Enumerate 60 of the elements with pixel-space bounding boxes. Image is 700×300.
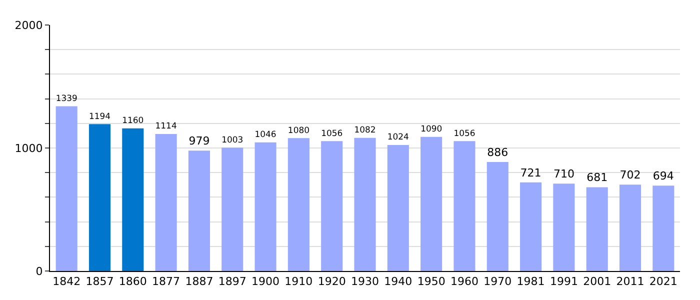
x-tick-label: 2001 bbox=[583, 275, 612, 288]
bar bbox=[188, 150, 210, 271]
bar bbox=[486, 162, 508, 271]
x-tick-label: 2021 bbox=[649, 275, 678, 288]
x-tick-label: 1877 bbox=[152, 275, 180, 288]
x-tick-label: 1960 bbox=[450, 275, 478, 288]
data-label: 702 bbox=[620, 168, 641, 182]
data-label: 1046 bbox=[254, 129, 276, 140]
bar bbox=[88, 124, 111, 271]
data-label: 979 bbox=[188, 134, 210, 148]
data-label: 1003 bbox=[222, 134, 244, 144]
data-label: 681 bbox=[586, 171, 608, 184]
data-label: 1114 bbox=[155, 120, 177, 131]
data-label: 1056 bbox=[454, 128, 476, 138]
data-label: 1082 bbox=[354, 124, 376, 135]
x-tick-label: 1910 bbox=[284, 275, 313, 288]
y-tick-label: 1000 bbox=[14, 142, 43, 155]
x-tick-label: 1981 bbox=[516, 275, 545, 288]
x-tick-label: 1842 bbox=[52, 275, 81, 288]
bar bbox=[619, 184, 642, 271]
x-tick-label: 1860 bbox=[118, 275, 147, 288]
bar bbox=[122, 128, 144, 271]
data-label: 721 bbox=[520, 166, 542, 180]
bar bbox=[520, 182, 542, 271]
data-label: 886 bbox=[487, 146, 508, 160]
x-tick-label: 1857 bbox=[86, 275, 114, 288]
x-tick-label: 1970 bbox=[484, 275, 512, 288]
x-tick-label: 1887 bbox=[185, 275, 214, 288]
data-label: 1160 bbox=[122, 115, 144, 126]
bar bbox=[222, 148, 244, 271]
x-tick-label: 1897 bbox=[218, 275, 246, 288]
data-label: 1090 bbox=[420, 124, 442, 134]
data-label: 694 bbox=[652, 170, 674, 183]
data-label: 1056 bbox=[321, 128, 343, 138]
x-tick-label: 1900 bbox=[252, 275, 280, 288]
bar bbox=[56, 106, 78, 271]
x-tick-label: 1991 bbox=[550, 275, 578, 288]
bar bbox=[155, 134, 177, 271]
bar bbox=[420, 136, 442, 271]
bar bbox=[586, 187, 608, 271]
data-label: 1024 bbox=[387, 132, 409, 142]
data-label: 710 bbox=[553, 168, 574, 181]
data-label: 1339 bbox=[56, 92, 78, 103]
bar bbox=[254, 142, 276, 271]
x-tick-label: 1930 bbox=[351, 275, 379, 288]
x-tick-label: 1950 bbox=[417, 275, 446, 288]
data-label: 1194 bbox=[88, 110, 110, 121]
x-tick-label: 2011 bbox=[616, 275, 644, 288]
bar bbox=[652, 186, 674, 271]
y-tick-label: 2000 bbox=[14, 18, 43, 32]
bar bbox=[553, 184, 575, 271]
bar bbox=[354, 138, 376, 271]
y-tick-label: 0 bbox=[36, 264, 43, 278]
x-tick-label: 1920 bbox=[318, 275, 346, 288]
bar bbox=[387, 145, 409, 271]
x-tick-label: 1940 bbox=[384, 275, 412, 288]
bar bbox=[454, 141, 476, 271]
bar bbox=[321, 141, 343, 271]
bar bbox=[288, 138, 310, 271]
data-label: 1080 bbox=[288, 124, 310, 135]
